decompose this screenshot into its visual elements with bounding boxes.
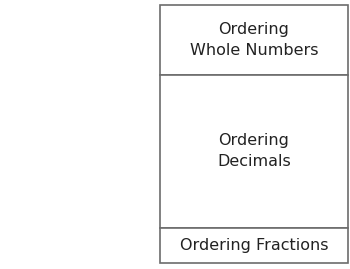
Text: Ordering Fractions: Ordering Fractions [180, 238, 328, 253]
Text: Ordering
Whole Numbers: Ordering Whole Numbers [190, 22, 318, 58]
Bar [160, 75, 348, 228]
Bar [160, 5, 348, 75]
Bar [160, 228, 348, 263]
Text: Ordering
Decimals: Ordering Decimals [217, 133, 291, 169]
